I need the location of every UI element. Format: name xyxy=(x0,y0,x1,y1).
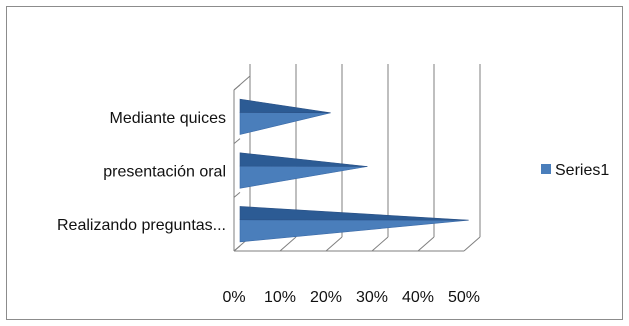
category-label: presentación oral xyxy=(103,164,226,181)
gridline-floor xyxy=(371,236,389,252)
legend-label: Series1 xyxy=(555,162,609,179)
x-tick-label: 30% xyxy=(356,289,388,306)
x-tick-label: 0% xyxy=(222,289,245,306)
gridline-floor xyxy=(279,236,297,252)
category-tick xyxy=(233,191,241,198)
bar-top-face xyxy=(239,152,368,167)
category-labels: Realizando preguntas... presentación oral… xyxy=(57,110,226,234)
gridline-floor xyxy=(325,236,343,252)
x-tick-label: 50% xyxy=(448,289,480,306)
category-tick xyxy=(233,84,241,91)
category-tick xyxy=(233,138,241,145)
x-tick-label: 10% xyxy=(264,289,296,306)
bar-front-face xyxy=(239,112,331,135)
category-tick xyxy=(233,245,241,252)
x-tick-label: 20% xyxy=(310,289,342,306)
bars xyxy=(239,98,469,243)
category-label: Realizando preguntas... xyxy=(57,217,226,234)
legend: Series1 xyxy=(541,162,609,179)
gridline-floor xyxy=(463,236,481,252)
legend-swatch xyxy=(541,164,551,174)
bar-front-face xyxy=(239,165,368,189)
bar-top-face xyxy=(239,206,469,221)
x-tick-label: 40% xyxy=(402,289,434,306)
gridline-floor xyxy=(417,236,435,252)
category-label: Mediante quices xyxy=(109,110,226,127)
x-tick-labels: 0% 10% 20% 30% 40% 50% xyxy=(222,289,480,306)
bar-top-face xyxy=(239,98,331,114)
